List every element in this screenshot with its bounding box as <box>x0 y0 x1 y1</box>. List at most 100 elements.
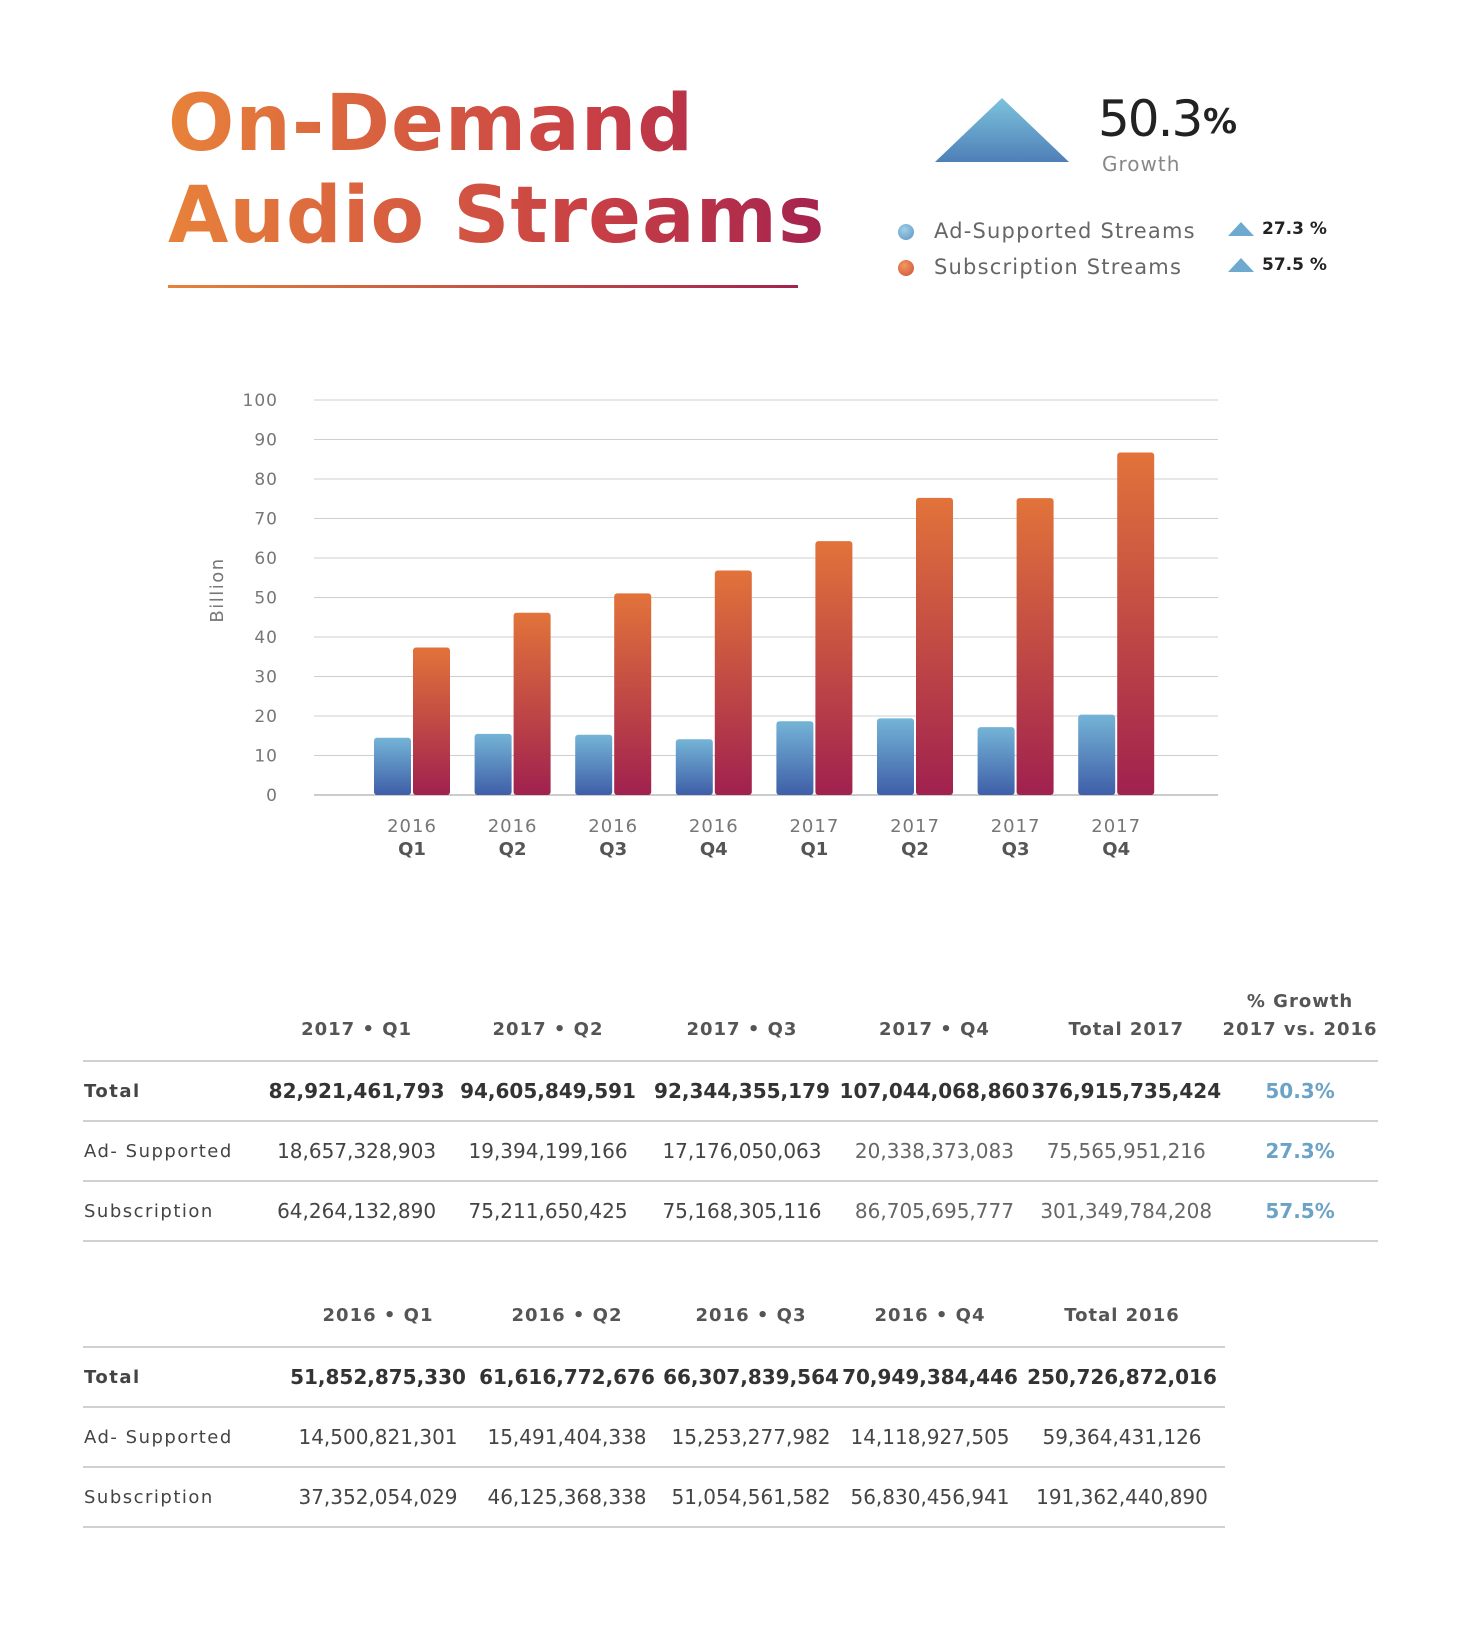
headline-growth-value: 50.3 <box>1098 90 1203 148</box>
table-cell: 75,565,951,216 <box>1030 1121 1223 1182</box>
table-cell: 15,253,277,982 <box>661 1407 841 1468</box>
row-label: Ad- Supported <box>83 1121 263 1182</box>
table-cell: 107,044,068,860 <box>838 1061 1031 1122</box>
x-tick-year: 2017 <box>1091 816 1141 837</box>
table-row: Ad- Supported 14,500,821,301 15,491,404,33… <box>83 1407 1225 1468</box>
bar-ad-supported <box>877 718 914 795</box>
y-tick-label: 60 <box>254 549 278 569</box>
bar-ad-supported <box>374 737 411 795</box>
row-label: Subscription <box>83 1467 283 1528</box>
table-2017-header-cell: 2017 • Q3 <box>645 988 839 1062</box>
bar-subscription <box>513 612 551 795</box>
y-tick-label: 10 <box>254 747 278 767</box>
bar-subscription <box>916 497 953 795</box>
chart-y-axis: 0 10 20 30 40 50 60 70 80 90 100 <box>243 391 278 806</box>
bar-subscription <box>714 570 752 795</box>
bar-subscription <box>1117 452 1155 795</box>
y-axis-label: Billion <box>207 557 228 622</box>
bar-subscription <box>614 593 652 795</box>
y-tick-label: 20 <box>254 707 278 727</box>
table-cell: 70,949,384,446 <box>841 1347 1019 1408</box>
y-tick-label: 0 <box>266 786 278 806</box>
table-2017-header-cell: % Growth 2017 vs. 2016 <box>1222 988 1378 1062</box>
up-triangle-icon <box>1228 222 1254 236</box>
x-tick-quarter: Q3 <box>1002 839 1030 860</box>
page-title-line2: Audio Streams <box>168 171 826 261</box>
table-row: Ad- Supported 18,657,328,903 19,394,199,16… <box>83 1121 1378 1182</box>
y-tick-label: 40 <box>254 628 278 648</box>
y-tick-label: 90 <box>254 431 278 451</box>
bar-ad-supported <box>1078 714 1116 795</box>
y-tick-label: 80 <box>254 470 278 490</box>
row-label: Ad- Supported <box>83 1407 283 1468</box>
table-row: Total 51,852,875,330 61,616,772,676 66,307,… <box>83 1347 1225 1408</box>
x-tick-quarter: Q4 <box>700 839 728 860</box>
table-2017-header-cell <box>83 988 263 1062</box>
headline-growth-unit: % <box>1203 102 1238 142</box>
table-2017: 2017 • Q1 2017 • Q2 2017 • Q3 2017 • Q4 Tota… <box>83 988 1378 1242</box>
legend-swatch-ad-supported <box>898 224 914 240</box>
legend-label-ad-supported: Ad-Supported Streams <box>934 219 1196 243</box>
table-cell: 191,362,440,890 <box>1019 1467 1225 1528</box>
table-2016-header-cell: 2016 • Q3 <box>661 1302 841 1348</box>
table-2016-header-cell: Total 2016 <box>1019 1302 1225 1348</box>
table-cell: 75,168,305,116 <box>645 1181 839 1242</box>
y-tick-label: 50 <box>254 589 278 609</box>
x-tick-quarter: Q2 <box>901 839 929 860</box>
table-2017-header-cell: 2017 • Q2 <box>450 988 646 1062</box>
table-cell: 18,657,328,903 <box>262 1121 451 1182</box>
table-2016: 2016 • Q1 2016 • Q2 2016 • Q3 2016 • Q4 Tota… <box>83 1302 1225 1528</box>
table-cell: 20,338,373,083 <box>838 1121 1031 1182</box>
table-row: Total 82,921,461,793 94,605,849,591 92,344,… <box>83 1061 1378 1122</box>
table-2016-header-cell <box>83 1302 283 1348</box>
x-tick-year: 2016 <box>488 816 538 837</box>
headline-growth-label: Growth <box>1102 152 1181 176</box>
x-tick-quarter: Q4 <box>1102 839 1130 860</box>
table-cell: 19,394,199,166 <box>450 1121 646 1182</box>
table-cell: 94,605,849,591 <box>450 1061 646 1122</box>
y-tick-label: 100 <box>243 391 278 411</box>
bar-ad-supported <box>776 721 814 795</box>
x-tick-quarter: Q1 <box>398 839 426 860</box>
table-cell: 51,054,561,582 <box>661 1467 841 1528</box>
table-cell: 15,491,404,338 <box>473 1407 661 1468</box>
chart-gridlines <box>314 399 1218 796</box>
table-cell: 59,364,431,126 <box>1019 1407 1225 1468</box>
bar-ad-supported <box>675 739 713 795</box>
legend-item-subscription: Subscription Streams 57.5 % <box>898 253 1338 283</box>
table-cell: 64,264,132,890 <box>262 1181 451 1242</box>
bar-subscription <box>413 647 450 795</box>
table-2016-header-row: 2016 • Q1 2016 • Q2 2016 • Q3 2016 • Q4 Tota… <box>83 1302 1225 1348</box>
legend-change-ad-supported: 27.3 % <box>1262 219 1327 239</box>
title-underline <box>168 285 798 288</box>
table-cell: 92,344,355,179 <box>645 1061 839 1122</box>
x-tick-quarter: Q3 <box>599 839 627 860</box>
x-tick-year: 2017 <box>991 816 1041 837</box>
legend-swatch-subscription <box>898 260 914 276</box>
table-cell: 51,852,875,330 <box>283 1347 473 1408</box>
growth-cell: 50.3% <box>1222 1061 1378 1122</box>
row-label: Total <box>83 1347 283 1408</box>
row-label: Subscription <box>83 1181 263 1242</box>
table-cell: 376,915,735,424 <box>1030 1061 1223 1122</box>
table-2016-header-cell: 2016 • Q2 <box>473 1302 661 1348</box>
x-tick-year: 2017 <box>789 816 839 837</box>
bar-ad-supported <box>575 734 613 795</box>
up-triangle-icon <box>1228 258 1254 272</box>
growth-up-triangle-icon <box>935 98 1069 162</box>
bar-ad-supported <box>977 727 1015 795</box>
page-title: On-Demand Audio Streams <box>168 78 825 262</box>
table-cell: 46,125,368,338 <box>473 1467 661 1528</box>
chart-x-axis: 2016Q12016Q22016Q32016Q42017Q12017Q22017… <box>387 816 1141 860</box>
page-title-line1: On-Demand <box>168 79 695 169</box>
table-cell: 14,500,821,301 <box>283 1407 473 1468</box>
x-tick-year: 2017 <box>890 816 940 837</box>
x-tick-quarter: Q2 <box>499 839 527 860</box>
table-cell: 86,705,695,777 <box>838 1181 1031 1242</box>
x-tick-year: 2016 <box>689 816 739 837</box>
table-cell: 301,349,784,208 <box>1030 1181 1223 1242</box>
table-2016-header-cell: 2016 • Q1 <box>283 1302 473 1348</box>
table-cell: 14,118,927,505 <box>841 1407 1019 1468</box>
table-2017-header-row: 2017 • Q1 2017 • Q2 2017 • Q3 2017 • Q4 Tota… <box>83 988 1378 1062</box>
